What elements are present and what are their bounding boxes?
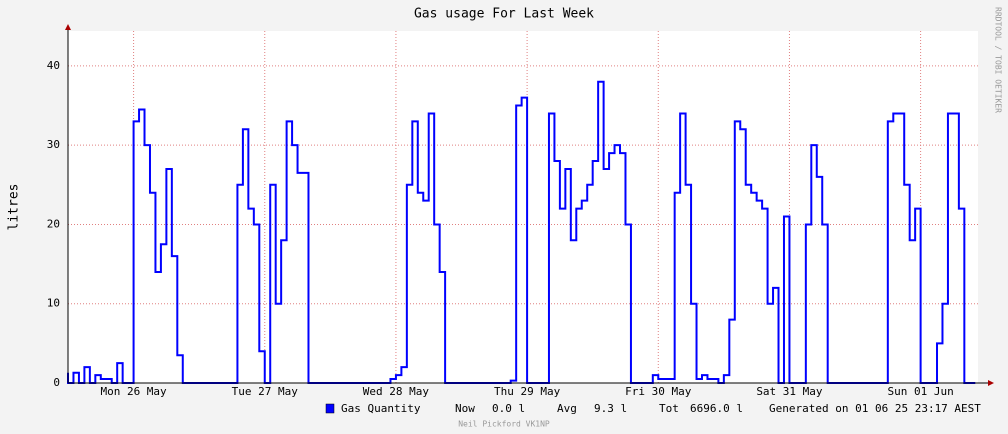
y-tick-label: 30 (47, 138, 60, 151)
legend-tot: 6696.0 l (690, 402, 743, 415)
chart-title: Gas usage For Last Week (414, 7, 594, 22)
y-tick-label: 20 (47, 217, 60, 230)
x-tick-label: Tue 27 May (232, 385, 299, 398)
generated: Generated on 01 06 25 23:17 AEST (769, 402, 981, 415)
y-tick-label: 40 (47, 59, 60, 72)
plot-area (68, 31, 978, 383)
y-tick-label: 10 (47, 297, 60, 310)
x-tick-label: Mon 26 May (100, 385, 167, 398)
legend-avg: 9.3 l (594, 402, 627, 415)
legend-label: Gas Quantity (341, 402, 421, 415)
x-tick-label: Thu 29 May (494, 385, 561, 398)
y-axis-label: litres (7, 184, 22, 231)
x-tick-label: Sat 31 May (756, 385, 823, 398)
side-text: RRDTOOL / TOBI OETIKER (994, 7, 1003, 113)
legend-swatch (325, 403, 335, 414)
x-arrow (988, 380, 994, 386)
legend-avg-label: Avg (557, 402, 577, 415)
x-tick-label: Fri 30 May (625, 385, 692, 398)
x-tick-label: Sun 01 Jun (887, 385, 953, 398)
y-tick-label: 0 (53, 376, 60, 389)
footer: Neil Pickford VK1NP (458, 420, 550, 429)
legend-now: 0.0 l (492, 402, 525, 415)
x-tick-label: Wed 28 May (363, 385, 430, 398)
legend-tot-label: Tot (659, 402, 679, 415)
y-arrow (65, 24, 71, 30)
legend-now-label: Now (455, 402, 475, 415)
